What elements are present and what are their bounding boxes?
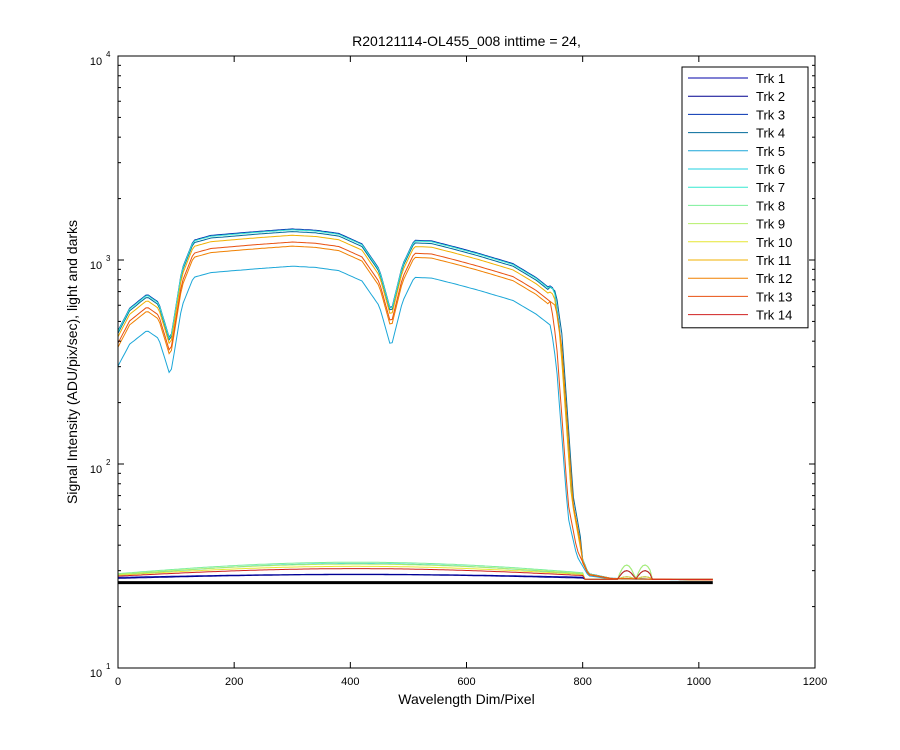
series-line-trk-3 [117,228,713,581]
legend-entry: Trk 1 [756,71,785,86]
legend-entry: Trk 13 [756,289,792,304]
series-line-trk-14 [117,568,713,580]
y-tick-label-exponent: 3 [106,254,111,263]
legend-entry: Trk 11 [756,253,791,268]
y-tick-label-base: 10 [90,56,102,68]
legend-entry: Trk 5 [756,144,785,159]
x-tick-label: 1000 [687,676,711,688]
chart-title: R20121114-OL455_008 inttime = 24, [352,33,581,49]
y-tick-label-exponent: 4 [106,50,111,59]
legend-entry: Trk 14 [756,308,792,323]
legend-box [681,66,809,329]
y-tick-label-exponent: 1 [106,662,111,671]
legend: Trk 1 Trk 2 Trk 3 Trk 4 Trk 5 Trk 6 Trk 7 Trk 8… [681,66,809,329]
legend-entry: Trk 9 [756,217,785,232]
series-line-trk-5 [117,265,713,581]
x-tick-label: 0 [115,676,121,688]
y-tick-label-exponent: 2 [106,458,111,467]
ticks: 0 200 400 600 800 1000 1200 10 1 10 2 10 3 10 4 [90,50,827,688]
y-tick-label-base: 10 [90,668,102,680]
legend-entry: Trk 12 [756,271,792,286]
x-tick-label: 1200 [803,676,827,688]
series-line-trk-13 [117,241,713,581]
legend-entry: Trk 6 [756,162,785,177]
legend-entry: Trk 10 [756,235,792,250]
series-line-trk-4 [117,231,713,581]
legend-entry: Trk 8 [756,198,785,213]
x-tick-label: 200 [225,676,243,688]
x-tick-label: 800 [573,676,591,688]
series-line-trk-12 [117,245,713,581]
y-tick-label-base: 10 [90,260,102,272]
legend-entry: Trk 4 [756,126,785,141]
y-tick-label-base: 10 [90,464,102,476]
legend-entry: Trk 3 [756,107,785,122]
legend-entry: Trk 2 [756,89,785,104]
x-tick-label: 600 [457,676,475,688]
x-tick-label: 400 [341,676,359,688]
legend-entry: Trk 7 [756,180,785,195]
x-axis-label: Wavelength Dim/Pixel [398,691,534,707]
y-axis-label: Signal Intensity (ADU/pix/sec), light an… [64,220,80,504]
series-line-trk-7 [117,229,713,581]
series-lines [117,228,713,585]
series-line-trk-11 [117,234,713,581]
